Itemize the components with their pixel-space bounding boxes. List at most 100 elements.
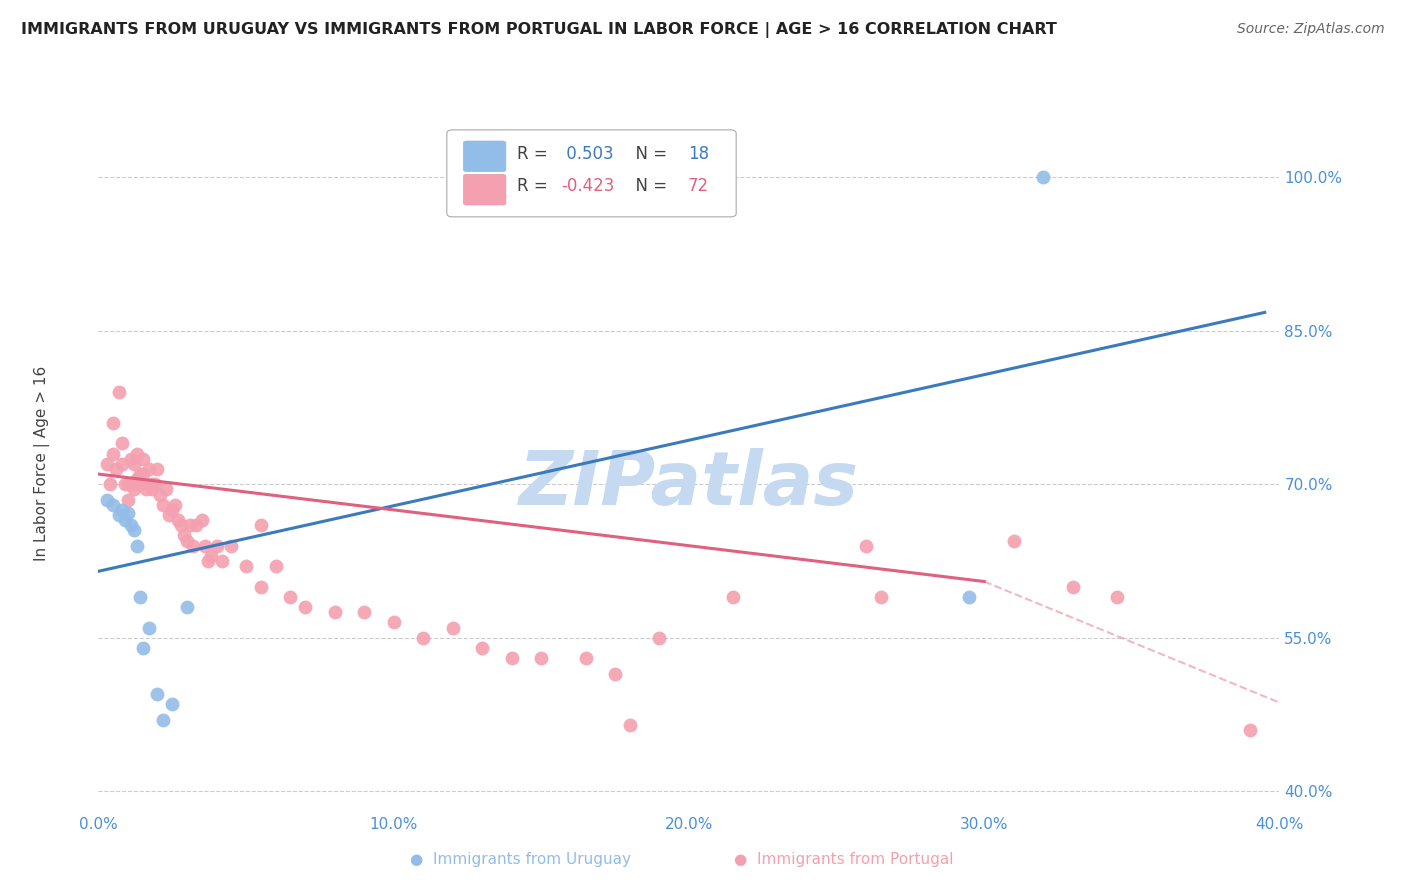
- Point: [98, 477, 121, 491]
- Point: [120, 518, 142, 533]
- Text: 72: 72: [688, 178, 709, 195]
- FancyBboxPatch shape: [447, 130, 737, 217]
- Point: [132, 640, 155, 655]
- Point: [111, 436, 134, 450]
- Point: [294, 600, 316, 615]
- Point: [200, 549, 222, 563]
- Point: [323, 605, 346, 619]
- Point: [574, 651, 596, 665]
- Text: R =: R =: [516, 178, 553, 195]
- Point: [173, 528, 195, 542]
- Text: N =: N =: [626, 178, 672, 195]
- Point: [108, 385, 131, 400]
- Point: [146, 687, 169, 701]
- Point: [869, 590, 891, 604]
- Point: [382, 615, 405, 630]
- FancyBboxPatch shape: [464, 141, 506, 171]
- Point: [128, 590, 150, 604]
- Point: [250, 580, 273, 594]
- Point: [141, 483, 163, 497]
- Text: ●  Immigrants from Portugal: ● Immigrants from Portugal: [734, 852, 953, 867]
- Point: [855, 539, 877, 553]
- Point: [122, 524, 145, 538]
- Point: [103, 447, 125, 461]
- Text: 0.503: 0.503: [561, 145, 614, 163]
- Point: [146, 462, 169, 476]
- Point: [103, 416, 125, 430]
- Point: [441, 621, 464, 635]
- Text: Source: ZipAtlas.com: Source: ZipAtlas.com: [1237, 22, 1385, 37]
- Point: [96, 492, 118, 507]
- Point: [120, 451, 142, 466]
- Point: [162, 503, 183, 517]
- Point: [197, 554, 219, 568]
- Point: [412, 631, 434, 645]
- Text: IMMIGRANTS FROM URUGUAY VS IMMIGRANTS FROM PORTUGAL IN LABOR FORCE | AGE > 16 CO: IMMIGRANTS FROM URUGUAY VS IMMIGRANTS FR…: [21, 22, 1057, 38]
- Point: [235, 559, 257, 574]
- Point: [120, 477, 142, 491]
- Point: [167, 513, 190, 527]
- Point: [353, 605, 375, 619]
- Point: [471, 640, 494, 655]
- Point: [132, 451, 155, 466]
- Point: [149, 487, 172, 501]
- Point: [165, 498, 187, 512]
- Point: [114, 513, 136, 527]
- Point: [122, 457, 145, 471]
- Point: [191, 513, 214, 527]
- Point: [135, 483, 157, 497]
- Point: [530, 651, 553, 665]
- Point: [128, 467, 150, 481]
- Point: [132, 467, 155, 481]
- Text: -0.423: -0.423: [561, 178, 614, 195]
- Point: [125, 472, 148, 486]
- Point: [170, 518, 193, 533]
- Point: [959, 590, 981, 604]
- Text: 18: 18: [688, 145, 709, 163]
- Point: [117, 506, 139, 520]
- Text: ●  Immigrants from Uruguay: ● Immigrants from Uruguay: [409, 852, 631, 867]
- Point: [162, 698, 183, 712]
- Point: [211, 554, 233, 568]
- Point: [648, 631, 671, 645]
- Point: [605, 666, 627, 681]
- Text: R =: R =: [516, 145, 553, 163]
- Point: [1032, 170, 1054, 185]
- Point: [105, 462, 128, 476]
- Point: [250, 518, 273, 533]
- Point: [264, 559, 287, 574]
- Point: [179, 518, 201, 533]
- Text: N =: N =: [626, 145, 672, 163]
- Point: [194, 539, 217, 553]
- Point: [152, 713, 174, 727]
- Point: [278, 590, 302, 604]
- Point: [117, 492, 139, 507]
- Point: [1239, 723, 1261, 737]
- Point: [125, 539, 148, 553]
- Point: [501, 651, 523, 665]
- Point: [205, 539, 228, 553]
- Y-axis label: In Labor Force | Age > 16: In Labor Force | Age > 16: [34, 367, 49, 561]
- Point: [138, 462, 160, 476]
- Point: [1105, 590, 1128, 604]
- Point: [117, 477, 139, 491]
- Point: [1002, 533, 1025, 548]
- Point: [96, 457, 118, 471]
- FancyBboxPatch shape: [464, 175, 506, 205]
- Point: [122, 483, 145, 497]
- Point: [143, 477, 166, 491]
- Point: [152, 498, 174, 512]
- Text: ZIPatlas: ZIPatlas: [519, 448, 859, 521]
- Point: [721, 590, 744, 604]
- Point: [176, 600, 198, 615]
- Point: [181, 539, 204, 553]
- Point: [155, 483, 177, 497]
- Point: [108, 508, 131, 522]
- Point: [138, 621, 160, 635]
- Point: [619, 717, 641, 731]
- Point: [114, 477, 136, 491]
- Point: [111, 457, 134, 471]
- Point: [125, 447, 148, 461]
- Point: [141, 477, 163, 491]
- Point: [157, 508, 180, 522]
